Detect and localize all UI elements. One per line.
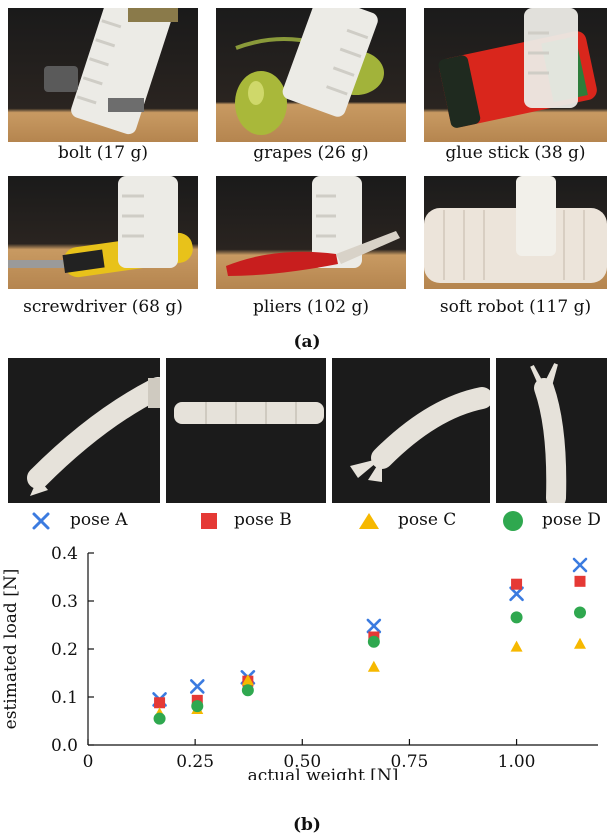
point-pose-d (367, 635, 380, 648)
legend-triangle-marker-icon (359, 513, 379, 529)
subfigure-label-b: (b) (293, 815, 321, 835)
caption-soft-robot: soft robot (117 g) (439, 297, 592, 317)
x-tick-label: 0 (83, 752, 94, 772)
point-pose-d (510, 611, 523, 624)
legend-label-pose-d: pose D (542, 510, 601, 530)
legend-label-pose-b: pose B (234, 510, 292, 530)
point-pose-d (241, 684, 254, 697)
photo-pose-d (496, 358, 607, 503)
point-pose-a (572, 557, 588, 573)
legend-pose-a: pose A (30, 510, 170, 532)
point-pose-d (153, 712, 166, 725)
photo-pose-c (332, 358, 490, 503)
point-pose-c (574, 637, 586, 649)
legend-square-marker-icon (201, 513, 217, 529)
caption-screwdriver: screwdriver (68 g) (23, 297, 183, 317)
legend-x-marker-icon (32, 512, 50, 530)
caption-pliers: pliers (102 g) (252, 297, 370, 317)
legend-pose-d: pose D (502, 510, 612, 532)
y-axis-label: estimated load [N] (1, 569, 21, 730)
caption-glue-stick: glue stick (38 g) (445, 143, 586, 163)
x-tick-label: 0.50 (283, 752, 321, 772)
legend-pose-b: pose B (198, 510, 338, 532)
chart-points (152, 557, 588, 725)
point-pose-a (366, 618, 382, 634)
scatter-chart: 0 0.25 0.50 0.75 1.00 0.0 0.1 0.2 0.3 0.4 actual … (1, 544, 598, 780)
photo-soft-robot (424, 176, 607, 289)
photo-screwdriver (8, 176, 198, 289)
photo-pose-a (8, 358, 160, 503)
legend-pose-c: pose C (358, 510, 498, 532)
point-pose-d (574, 606, 586, 619)
legend-circle-marker-icon (503, 511, 523, 531)
y-tick-label: 0.1 (51, 688, 78, 708)
caption-grapes: grapes (26 g) (253, 143, 369, 163)
point-pose-c (510, 640, 523, 652)
y-tick-label: 0.4 (51, 544, 78, 564)
y-tick-label: 0.2 (51, 640, 78, 660)
x-tick-label: 0.75 (390, 752, 428, 772)
point-pose-b (154, 697, 166, 709)
photo-pliers (216, 176, 406, 289)
subfigure-label-a: (a) (293, 332, 321, 352)
point-pose-c (241, 674, 254, 686)
point-pose-a (189, 679, 205, 694)
legend-label-pose-a: pose A (70, 510, 128, 530)
x-tick-label: 0.25 (176, 752, 214, 772)
photo-bolt (8, 8, 198, 142)
x-tick-label: 1.00 (498, 752, 536, 772)
photo-pose-b (166, 358, 326, 503)
x-axis-label: actual weight [N] (248, 766, 399, 780)
point-pose-d (191, 700, 204, 713)
legend-label-pose-c: pose C (398, 510, 457, 530)
point-pose-c (367, 660, 380, 672)
photo-glue-stick (424, 8, 607, 142)
caption-bolt: bolt (17 g) (58, 143, 148, 163)
point-pose-b (574, 575, 586, 587)
y-tick-label: 0.3 (51, 592, 78, 612)
y-tick-label: 0.0 (51, 736, 78, 756)
point-pose-a (509, 586, 524, 602)
photo-grapes (216, 8, 406, 142)
chart-ticks: 0 0.25 0.50 0.75 1.00 0.0 0.1 0.2 0.3 0.4 (51, 544, 536, 772)
point-pose-b (511, 578, 523, 590)
